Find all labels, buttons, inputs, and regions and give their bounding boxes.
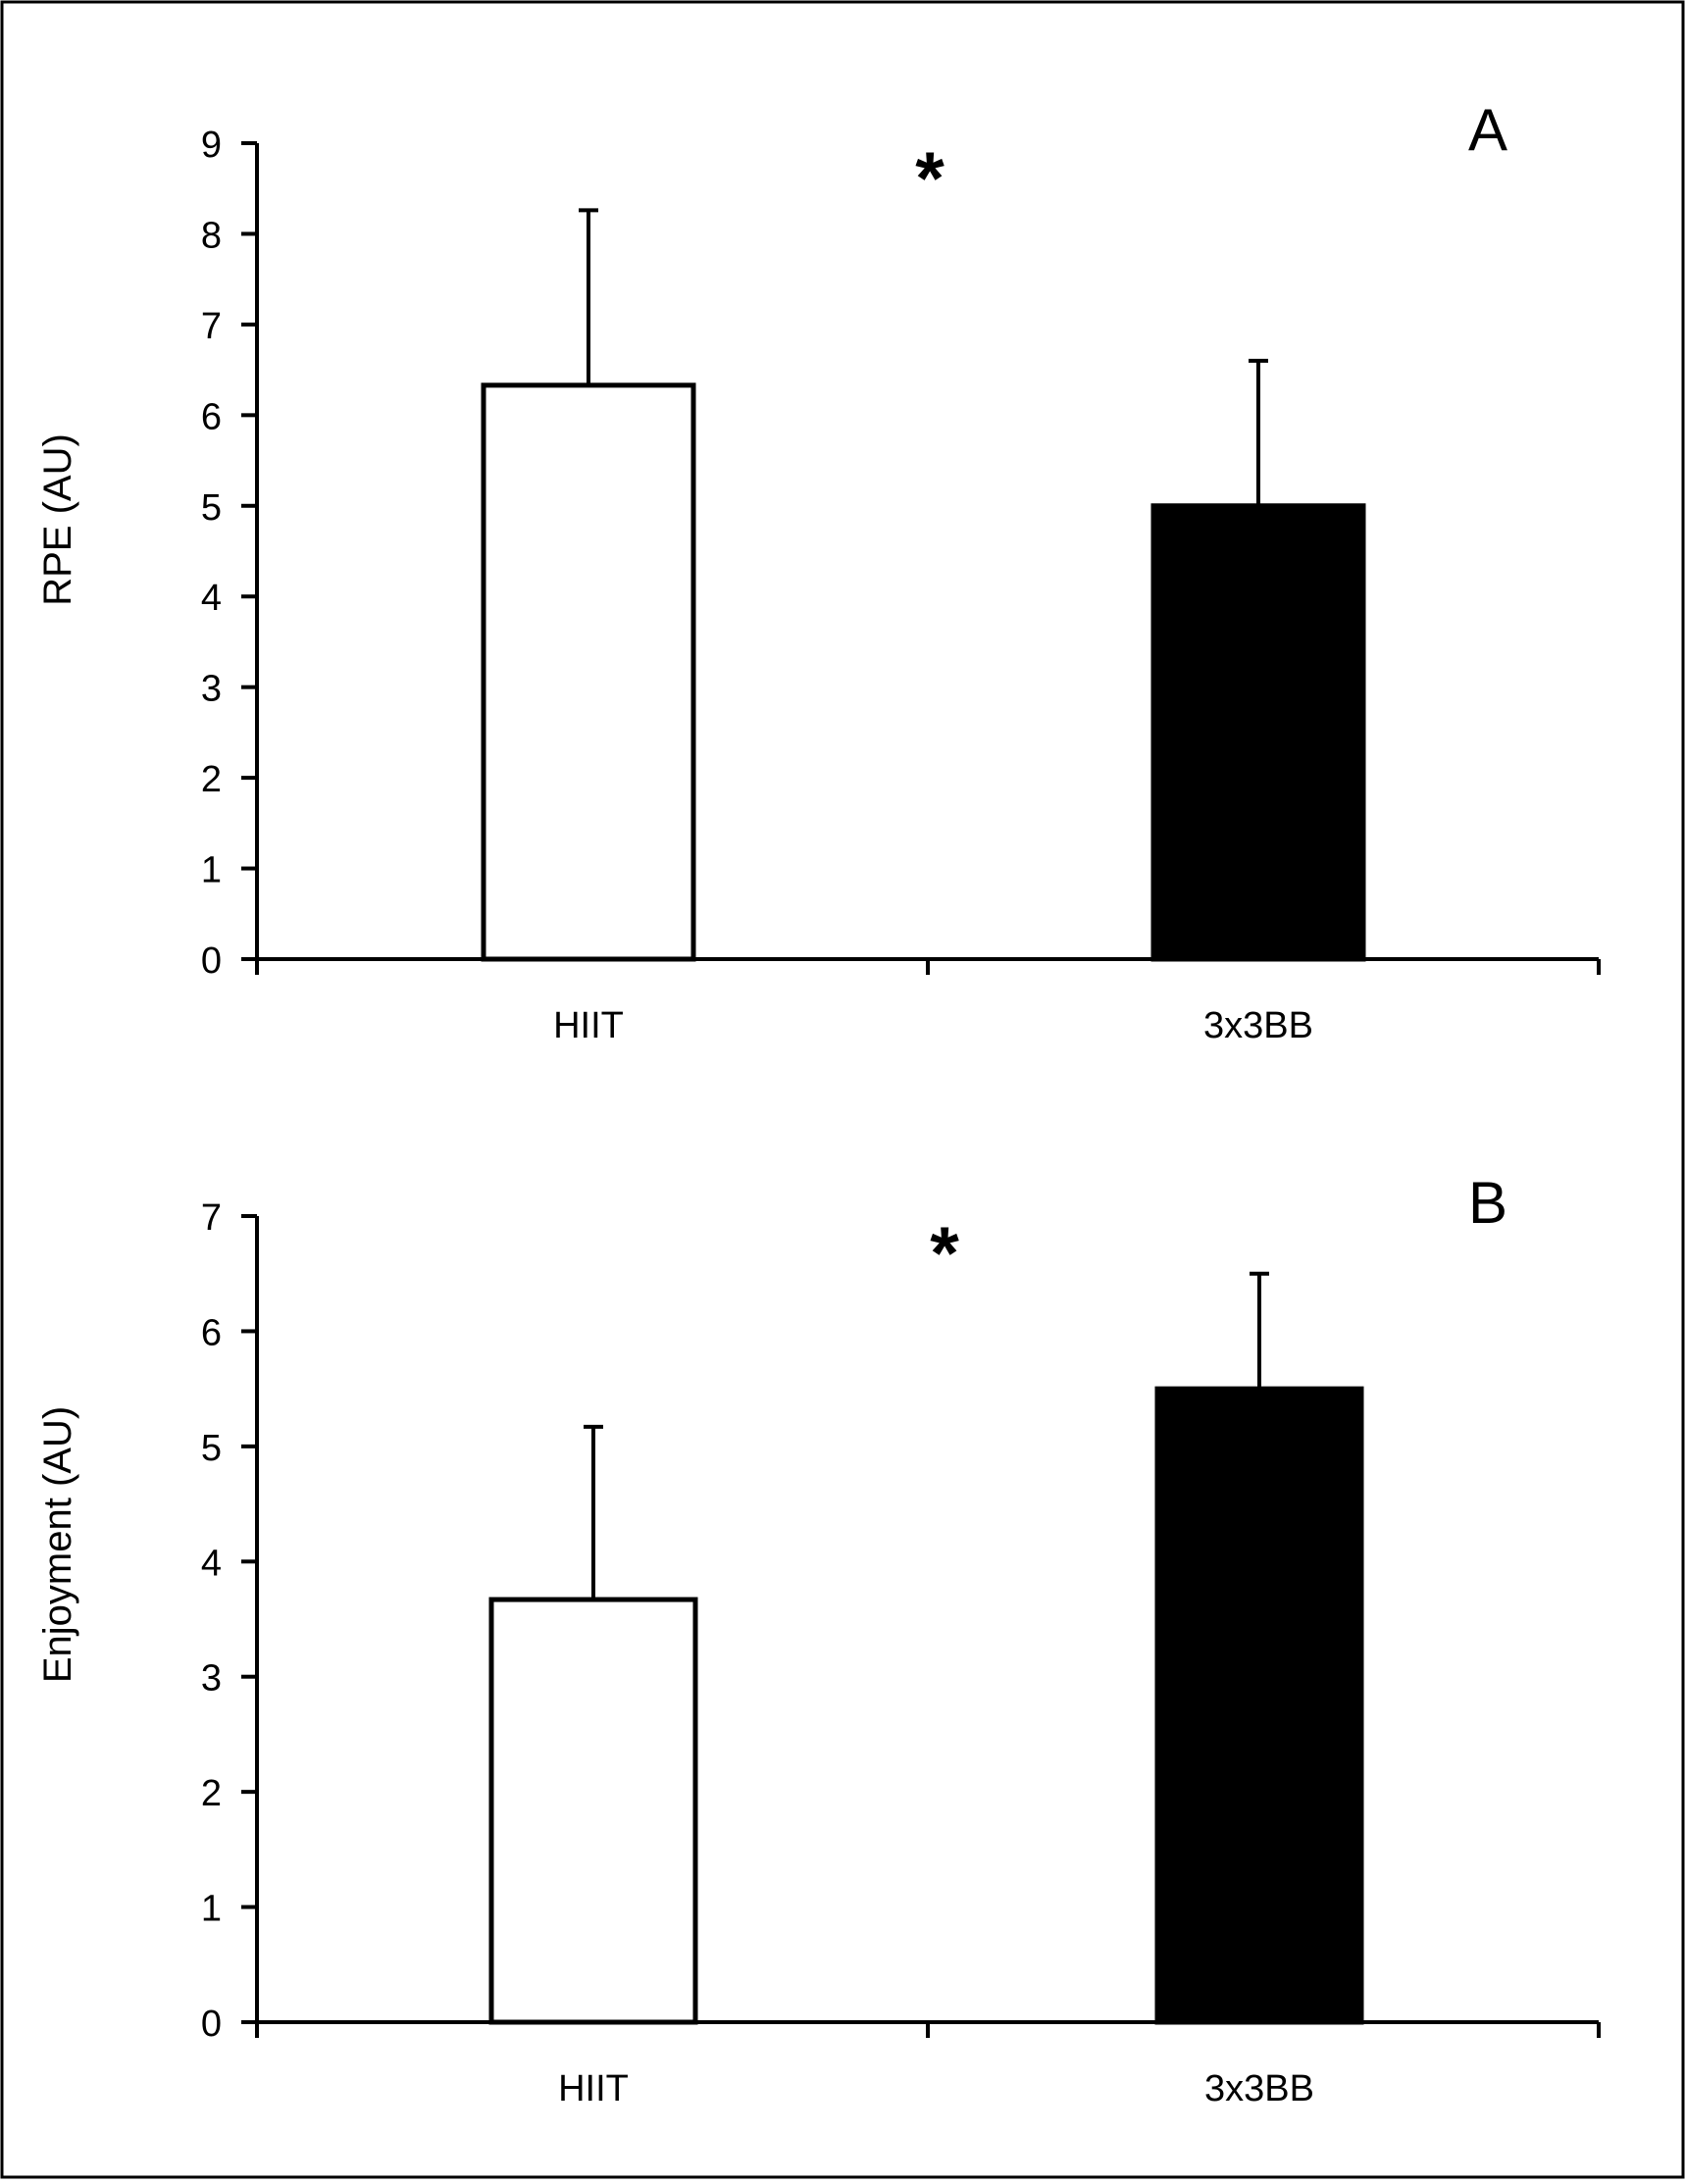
y-tick-label: 7 [201,1197,222,1239]
y-tick-label: 3 [201,1658,222,1700]
chart-panel-a: 0 1 2 3 4 5 6 7 8 9 HIIT 3x3BB RPE (AU) A * [36,97,1601,1046]
y-tick-label: 2 [201,759,222,800]
y-axis-title: Enjoyment (AU) [36,1406,79,1683]
x-tick-label: HIIT [558,2068,629,2109]
y-tick-label: 7 [201,306,222,347]
y-tick-label: 4 [201,578,222,619]
y-tick-label: 5 [201,1428,222,1469]
x-tick-label: 3x3BB [1204,2068,1314,2109]
y-tick-label: 8 [201,215,222,256]
y-tick-label: 4 [201,1543,222,1584]
y-tick-label: 6 [201,396,222,437]
bar-hiit [488,1597,698,2025]
significance-asterisk: * [930,1212,959,1295]
x-tick-label: 3x3BB [1203,1005,1313,1046]
y-tick-label: 2 [201,1773,222,1814]
panel-label: A [1468,97,1507,163]
significance-asterisk: * [915,137,945,221]
chart-panels: 0 1 2 3 4 5 6 7 8 9 HIIT 3x3BB RPE (AU) A * 0 1 2 3 4 5 6 7 HII… [36,97,1601,2109]
chart-panel-b: 0 1 2 3 4 5 6 7 HIIT 3x3BB Enjoyment (AU) B * [36,1170,1601,2109]
y-tick-label: 9 [201,125,222,166]
x-tick-label: HIIT [553,1005,624,1046]
y-tick-label: 5 [201,487,222,529]
panel-label: B [1468,1170,1507,1236]
y-axis-title: RPE (AU) [36,433,79,606]
y-tick-label: 3 [201,669,222,710]
y-tick-label: 1 [201,850,222,891]
y-tick-label: 0 [201,940,222,982]
bar-3x3bb [1154,1386,1364,2025]
y-tick-label: 0 [201,2004,222,2045]
y-tick-label: 1 [201,1889,222,1930]
y-tick-label: 6 [201,1312,222,1353]
bar-3x3bb [1150,503,1366,962]
bar-hiit [481,382,696,962]
